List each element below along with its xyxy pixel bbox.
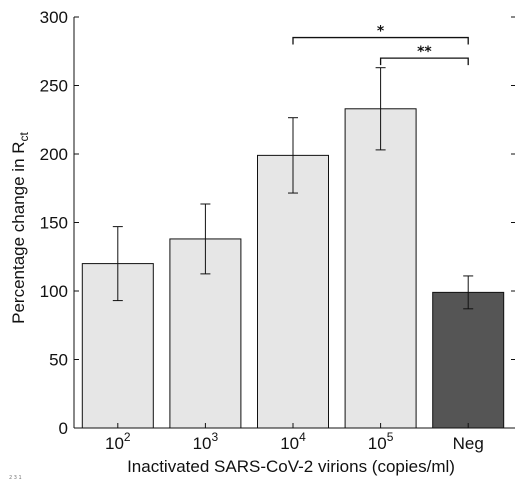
y-axis-title: Percentage change in Rct [9, 131, 31, 323]
bar-2 [257, 154, 329, 429]
y-tick-label-3: 150 [40, 214, 68, 233]
significance-bracket-0 [292, 36, 469, 45]
x-tick-label-base-3: 10 [368, 434, 387, 453]
x-tick-label-exponent-3: 5 [387, 430, 394, 444]
x-axis-title: Inactivated SARS-CoV-2 virions (copies/m… [127, 457, 455, 476]
y-tick-label-2: 100 [40, 282, 68, 301]
significance-group: *** [292, 24, 469, 66]
significance-bracket-1 [379, 57, 469, 66]
x-tick-label-exponent-0: 2 [124, 430, 131, 444]
significance-label-1: ** [417, 44, 432, 60]
x-tick-label-1: 103 [193, 430, 219, 453]
x-tick-label-exponent-1: 3 [212, 430, 219, 444]
x-tick-label-base-1: 10 [193, 434, 212, 453]
y-tick-label-1: 50 [49, 351, 68, 370]
x-tick-label-4: Neg [453, 434, 484, 453]
y-tick-label-0: 0 [59, 419, 68, 438]
x-tick-label-base-0: 10 [105, 434, 124, 453]
x-tick-label-0: 102 [105, 430, 131, 453]
bar-3 [344, 108, 417, 429]
y-axis-title-subscript: ct [17, 131, 31, 141]
x-tick-label-exponent-2: 4 [299, 430, 306, 444]
error-bars-group [112, 67, 474, 310]
x-tick-label-3: 105 [368, 430, 394, 453]
x-tick-label-base-4: Neg [453, 434, 484, 453]
y-tick-label-6: 300 [40, 8, 68, 27]
y-tick-label-5: 250 [40, 77, 68, 96]
corner-note: 2 3 1 [9, 475, 22, 481]
y-axis-title-main: Percentage change in R [9, 141, 28, 323]
y-tick-label-4: 200 [40, 145, 68, 164]
bar-4 [432, 291, 505, 429]
significance-label-0: * [377, 24, 385, 40]
x-tick-label-2: 104 [280, 430, 306, 453]
x-tick-label-base-2: 10 [280, 434, 299, 453]
